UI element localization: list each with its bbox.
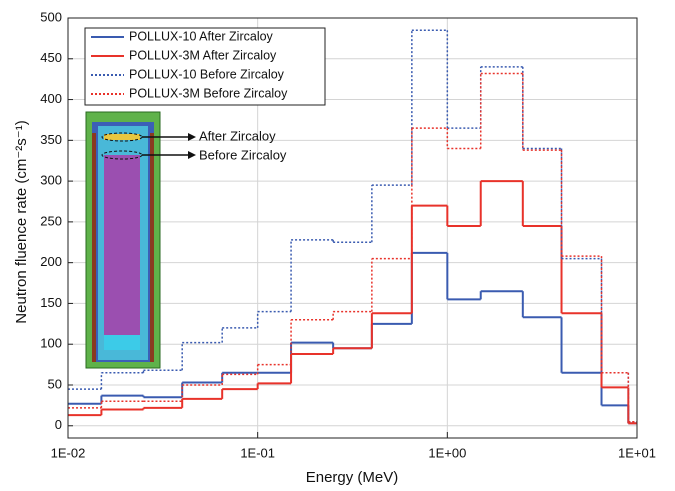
inset-wall	[92, 133, 96, 362]
inset-core	[104, 155, 140, 335]
y-tick-label: 100	[40, 336, 62, 351]
x-axis-title: Energy (MeV)	[306, 469, 399, 486]
x-tick-label: 1E-01	[240, 445, 275, 460]
annotation: After Zircaloy	[199, 128, 276, 143]
x-tick-label: 1E+01	[618, 445, 656, 460]
series	[68, 72, 637, 423]
annotation: Before Zircaloy	[199, 147, 287, 162]
legend: POLLUX-10 After Zircaloy POLLUX-3M After …	[84, 27, 326, 106]
inset-base	[104, 335, 140, 350]
legend-label: POLLUX-3M Before Zircaloy	[129, 86, 288, 100]
y-tick-label: 250	[40, 213, 62, 228]
y-axis-title: Neutron fluence rate (cm⁻²s⁻¹)	[13, 120, 30, 323]
y-tick-label: 300	[40, 173, 62, 188]
legend-label: POLLUX-10 Before Zircaloy	[129, 67, 285, 81]
y-tick-label: 450	[40, 50, 62, 65]
x-tick-label: 1E+00	[428, 445, 466, 460]
legend-box	[84, 27, 326, 106]
inset-wall	[150, 133, 154, 362]
y-tick-label: 500	[40, 9, 62, 24]
y-tick-label: 0	[55, 417, 62, 432]
series-group	[68, 29, 637, 425]
arrow-head	[188, 133, 196, 141]
y-tick-label: 350	[40, 132, 62, 147]
series	[68, 180, 637, 425]
arrow-head	[188, 151, 196, 159]
inset-zircaloy	[104, 134, 140, 140]
y-tick-label: 400	[40, 91, 62, 106]
y-tick-label: 50	[48, 376, 62, 391]
y-tick-label: 150	[40, 295, 62, 310]
legend-label: POLLUX-10 After Zircaloy	[129, 29, 274, 43]
plot-frame	[67, 17, 638, 439]
inset-figure: After Zircaloy Before Zircaloy	[85, 111, 287, 369]
x-tick-label: 1E-02	[51, 445, 86, 460]
legend-label: POLLUX-3M After Zircaloy	[129, 48, 277, 62]
y-tick-label: 200	[40, 254, 62, 269]
